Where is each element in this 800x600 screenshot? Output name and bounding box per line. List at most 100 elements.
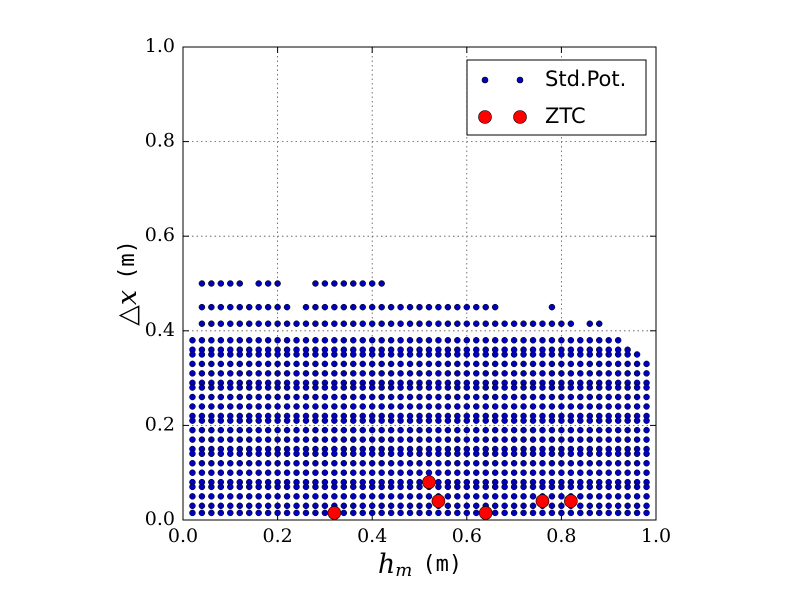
point <box>245 370 253 377</box>
point <box>245 360 253 368</box>
point <box>425 459 433 467</box>
point <box>595 417 603 424</box>
point <box>189 436 196 443</box>
point <box>359 436 366 443</box>
point <box>283 370 291 377</box>
point <box>397 384 404 391</box>
point <box>283 502 291 510</box>
point <box>463 493 471 500</box>
point <box>302 509 310 517</box>
point <box>245 483 253 491</box>
point <box>321 502 329 510</box>
point <box>293 337 300 344</box>
point <box>378 320 385 327</box>
point <box>416 493 423 500</box>
point <box>473 459 480 467</box>
point <box>577 493 584 500</box>
point <box>368 384 376 391</box>
point <box>595 393 603 401</box>
point <box>350 384 357 391</box>
point <box>595 384 603 391</box>
point <box>321 469 329 476</box>
point <box>198 469 206 476</box>
point <box>198 403 206 410</box>
point <box>340 337 348 344</box>
point <box>340 483 348 491</box>
point <box>435 384 442 391</box>
point <box>416 351 423 358</box>
point <box>406 393 414 401</box>
point <box>444 320 452 327</box>
point <box>463 502 471 510</box>
point <box>378 459 385 467</box>
point <box>548 320 556 327</box>
point <box>595 450 603 458</box>
point <box>189 493 196 500</box>
point <box>321 303 329 311</box>
point <box>350 493 357 500</box>
point <box>217 493 225 500</box>
point <box>264 436 272 443</box>
point <box>595 502 603 510</box>
point <box>454 469 461 476</box>
point <box>331 436 338 443</box>
point <box>454 320 461 327</box>
point <box>643 360 650 368</box>
point <box>643 370 650 377</box>
point <box>425 360 433 368</box>
point <box>624 502 631 510</box>
point <box>368 426 376 434</box>
point <box>217 502 225 510</box>
point <box>444 370 452 377</box>
point <box>368 403 376 410</box>
point <box>586 459 594 467</box>
point <box>255 320 262 327</box>
point <box>586 502 594 510</box>
point <box>198 320 206 327</box>
point <box>567 351 575 358</box>
point <box>520 502 527 510</box>
point <box>359 384 366 391</box>
point <box>293 459 300 467</box>
point <box>548 337 556 344</box>
point <box>340 370 348 377</box>
point <box>520 384 527 391</box>
point <box>577 403 584 410</box>
point <box>340 426 348 434</box>
point <box>501 337 508 344</box>
point <box>359 320 366 327</box>
point <box>416 426 423 434</box>
point <box>416 393 423 401</box>
point <box>539 370 546 377</box>
point <box>255 417 262 424</box>
point <box>510 509 518 517</box>
point <box>567 393 575 401</box>
point <box>586 426 594 434</box>
point <box>548 502 556 510</box>
point <box>491 370 499 377</box>
point <box>473 303 480 311</box>
point <box>567 426 575 434</box>
marks-layer <box>189 280 650 520</box>
point <box>529 417 537 424</box>
point <box>529 493 537 500</box>
point <box>482 459 489 467</box>
point <box>435 393 442 401</box>
point <box>245 384 253 391</box>
point <box>350 469 357 476</box>
point <box>397 509 404 517</box>
point <box>510 469 518 476</box>
point <box>491 483 499 491</box>
point <box>245 436 253 443</box>
point <box>368 393 376 401</box>
point <box>406 417 414 424</box>
point <box>586 493 594 500</box>
x-tick-label: 0.4 <box>357 525 387 547</box>
point <box>397 483 404 491</box>
point <box>614 502 622 510</box>
x-label-unit: (m) <box>422 552 462 577</box>
point <box>264 459 272 467</box>
point <box>577 483 584 491</box>
point <box>539 393 546 401</box>
point <box>491 320 499 327</box>
